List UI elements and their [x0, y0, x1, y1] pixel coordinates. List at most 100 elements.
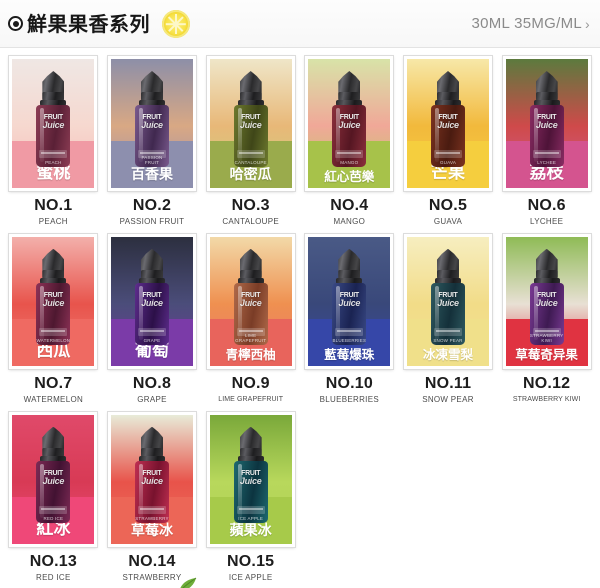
bottle-flavor-text: STRAWBERRY — [135, 515, 169, 521]
bottle-body: FRUIT Juice PEACH — [36, 105, 71, 167]
product-card[interactable]: FRUIT Juice MANGO 紅心芭樂 — [305, 56, 394, 191]
bottle-cap — [535, 71, 558, 101]
series-header-bar[interactable]: 鮮果果香系列 30ML 35MG/ML › — [0, 0, 600, 48]
product-name-en: LYCHEE — [530, 217, 564, 226]
bottle-neck — [237, 277, 264, 284]
product-number: NO.3 — [231, 197, 270, 214]
bottle-brand-logo: FRUIT Juice — [437, 114, 459, 130]
product-number: NO.13 — [29, 552, 77, 570]
product-card[interactable]: FRUIT Juice ICE APPLE 蘋果冰 — [206, 411, 295, 547]
product-card[interactable]: FRUIT Juice SNOW PEAR 冰凍雪梨 — [403, 233, 492, 369]
product-name-cn: 青檸西柚 — [225, 346, 276, 362]
bottle-label-strip — [137, 327, 166, 336]
product-cell[interactable]: FRUIT Juice STRAWBERRY KIWI 草莓奇异果 NO.12 … — [497, 232, 596, 409]
product-name-cn: 荔枝 — [529, 163, 564, 184]
bottle-flavor-text: WATERMELON — [36, 337, 71, 343]
bottle-brand-logo: FRUIT Juice — [141, 114, 163, 130]
product-number: NO.15 — [227, 552, 275, 570]
bottle-body: FRUIT Juice SNOW PEAR — [430, 282, 465, 345]
product-card[interactable]: FRUIT Juice STRAWBERRY 草莓冰 — [107, 411, 196, 547]
bottle-neck — [138, 277, 165, 284]
bottle-cap — [535, 248, 558, 279]
product-cell[interactable]: FRUIT Juice PEACH 蜜桃 NO.1 PEACH — [4, 54, 103, 231]
bottle-body: FRUIT Juice PASSION FRUIT — [134, 105, 169, 167]
bottle-body: FRUIT Juice ICE APPLE — [233, 460, 268, 523]
eliquid-bottle-icon: FRUIT Juice MANGO — [332, 71, 367, 167]
product-name-en: SNOW PEAR — [422, 394, 474, 404]
bottle-label-strip — [39, 327, 68, 336]
product-cell[interactable]: FRUIT Juice SNOW PEAR 冰凍雪梨 NO.11 SNOW PE… — [399, 232, 498, 409]
product-card[interactable]: FRUIT Juice LIME GRAPEFRUIT 青檸西柚 — [206, 233, 295, 369]
bottle-neck — [533, 100, 560, 106]
product-cell[interactable]: FRUIT Juice ICE APPLE 蘋果冰 NO.15 ICE APPL… — [201, 410, 300, 587]
bottle-label-strip — [335, 327, 364, 336]
bottle-body: FRUIT Juice GRAPE — [134, 282, 169, 345]
product-cell[interactable]: FRUIT Juice GRAPE 葡萄 NO.8 GRAPE — [103, 232, 202, 409]
product-cell[interactable]: FRUIT Juice MANGO 紅心芭樂 NO.4 MANGO — [300, 54, 399, 231]
product-card[interactable]: FRUIT Juice LYCHEE 荔枝 — [502, 56, 591, 191]
product-cell[interactable]: FRUIT Juice LYCHEE 荔枝 NO.6 LYCHEE — [497, 54, 596, 231]
product-name-cn: 紅心芭樂 — [324, 168, 375, 184]
bottle-brand-logo: FRUIT Juice — [535, 114, 558, 130]
product-cell[interactable]: FRUIT Juice STRAWBERRY 草莓冰 NO.14 STRAWBE… — [103, 410, 202, 587]
bottle-label-strip — [433, 150, 462, 158]
product-card[interactable]: FRUIT Juice GUAVA 芒果 — [403, 56, 492, 191]
product-card[interactable]: FRUIT Juice STRAWBERRY KIWI 草莓奇异果 — [502, 233, 591, 369]
product-cell[interactable]: FRUIT Juice WATERMELON 西瓜 NO.7 WATERMELO… — [4, 232, 103, 409]
bottle-body: FRUIT Juice STRAWBERRY — [134, 460, 169, 523]
bottle-flavor-text: LYCHEE — [537, 160, 557, 165]
product-name-cn: 冰凍雪梨 — [422, 346, 473, 362]
product-card[interactable]: FRUIT Juice BLUEBERRIES 藍莓爆珠 — [305, 233, 394, 369]
bottle-flavor-text: GRAPE — [143, 337, 161, 343]
product-cell[interactable]: FRUIT Juice RED ICE 紅冰 NO.13 RED ICE — [4, 410, 103, 587]
bottle-highlight — [138, 285, 143, 340]
bottle-label-strip — [236, 150, 265, 158]
eliquid-bottle-icon: FRUIT Juice STRAWBERRY — [134, 426, 169, 523]
product-name-en: RED ICE — [36, 572, 71, 582]
product-cell[interactable]: FRUIT Juice PASSION FRUIT 百香果 NO.2 PASSI… — [103, 54, 202, 231]
eliquid-bottle-icon: FRUIT Juice GUAVA — [430, 71, 465, 167]
product-name-cn: 草莓冰 — [130, 522, 173, 539]
bottle-body: FRUIT Juice LIME GRAPEFRUIT — [233, 282, 268, 345]
bottle-neck — [434, 277, 461, 284]
bottle-neck — [533, 277, 560, 284]
bottle-highlight — [237, 285, 242, 340]
bottle-neck — [434, 100, 461, 106]
product-name-en: STRAWBERRY — [122, 572, 182, 582]
bottle-neck — [237, 455, 264, 462]
product-card[interactable]: FRUIT Juice WATERMELON 西瓜 — [9, 233, 98, 369]
product-number: NO.10 — [325, 374, 373, 392]
lemon-slice-icon — [162, 9, 190, 38]
eliquid-bottle-icon: FRUIT Juice LIME GRAPEFRUIT — [233, 248, 268, 345]
bottle-highlight — [336, 108, 341, 162]
product-card[interactable]: FRUIT Juice PEACH 蜜桃 — [9, 56, 98, 191]
product-name-en: BLUEBERRIES — [319, 394, 379, 404]
spec-link[interactable]: 30ML 35MG/ML › — [471, 15, 590, 32]
product-cell[interactable]: FRUIT Juice BLUEBERRIES 藍莓爆珠 NO.10 BLUEB… — [300, 232, 399, 409]
product-cell[interactable]: FRUIT Juice CANTALOUPE 哈密瓜 NO.3 CANTALOU… — [201, 54, 300, 231]
product-grid: FRUIT Juice PEACH 蜜桃 NO.1 PEACH — [0, 48, 600, 586]
product-number: NO.11 — [424, 374, 472, 392]
bottle-body: FRUIT Juice RED ICE — [36, 460, 71, 523]
bottle-body: FRUIT Juice CANTALOUPE — [233, 105, 268, 167]
spec-label: 30ML 35MG/ML — [471, 15, 583, 32]
bottle-brand-logo: FRUIT Juice — [338, 291, 361, 308]
bottle-brand-logo: FRUIT Juice — [535, 291, 558, 308]
leaf-decoration-icon — [180, 577, 197, 588]
product-cell[interactable]: FRUIT Juice LIME GRAPEFRUIT 青檸西柚 NO.9 LI… — [201, 232, 300, 409]
product-cell[interactable]: FRUIT Juice GUAVA 芒果 NO.5 GUAVA — [399, 54, 498, 231]
product-card[interactable]: FRUIT Juice GRAPE 葡萄 — [107, 233, 196, 369]
eliquid-bottle-icon: FRUIT Juice LYCHEE — [529, 71, 564, 167]
product-number: NO.5 — [428, 197, 468, 214]
product-name-en: ICE APPLE — [228, 572, 273, 582]
product-name-cn: 西瓜 — [36, 340, 71, 361]
product-card[interactable]: FRUIT Juice RED ICE 紅冰 — [9, 411, 98, 547]
bottle-highlight — [138, 108, 143, 162]
product-name-en: STRAWBERRY KIWI — [512, 395, 581, 403]
product-number: NO.6 — [527, 197, 566, 214]
product-card[interactable]: FRUIT Juice CANTALOUPE 哈密瓜 — [206, 56, 295, 191]
bottle-flavor-text: ICE APPLE — [238, 515, 264, 521]
eliquid-bottle-icon: FRUIT Juice GRAPE — [134, 248, 169, 345]
product-card[interactable]: FRUIT Juice PASSION FRUIT 百香果 — [107, 56, 196, 191]
